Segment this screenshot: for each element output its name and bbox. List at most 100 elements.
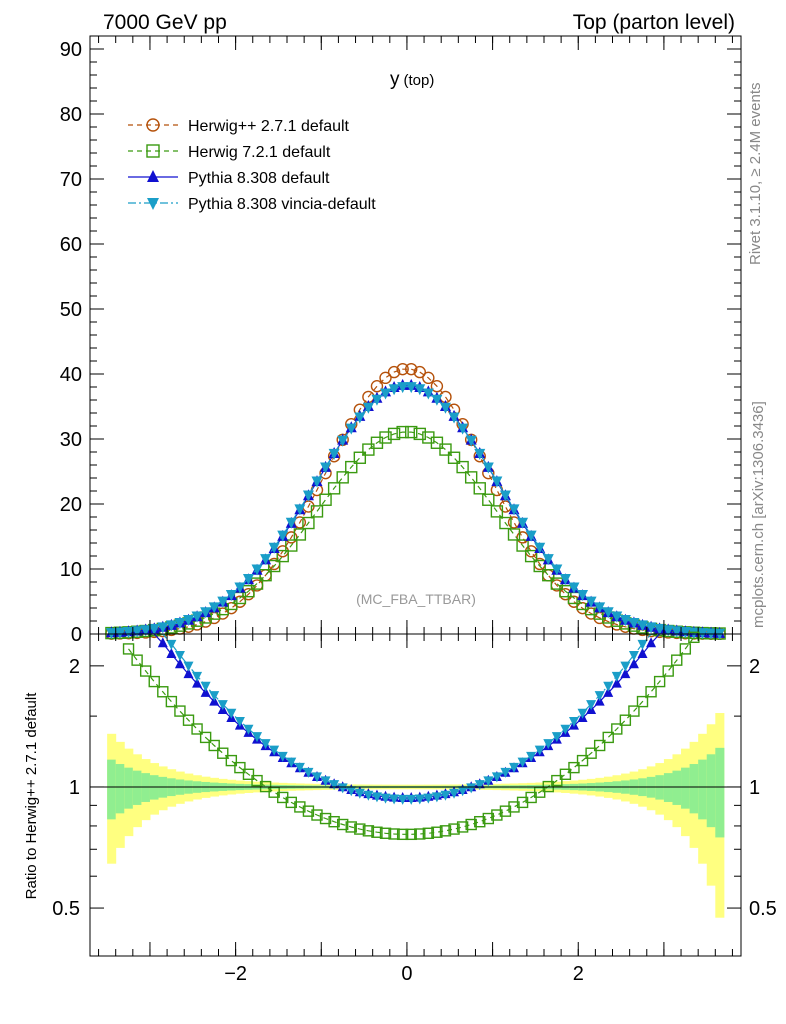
data-point [277,751,288,762]
data-point [353,451,367,464]
data-point [242,768,255,780]
data-point [483,776,494,787]
data-point [259,568,272,582]
data-point [310,505,324,518]
data-point [439,402,451,414]
data-point [611,671,622,682]
data-point [269,745,280,756]
ratio-frame [89,633,742,957]
data-point [387,365,401,379]
ratio-line [128,633,694,799]
data-point [585,747,597,759]
data-point [628,658,639,669]
data-point [200,681,211,692]
data-point [217,700,228,711]
main-ytick-label: 0 [71,624,82,646]
data-point [534,542,546,554]
data-point [234,716,245,727]
data-point [413,365,426,379]
data-point [148,623,160,635]
data-point [337,435,349,447]
legend-label: Herwig++ 2.7.1 default [188,118,350,135]
data-point [620,661,631,672]
data-point [319,812,332,825]
data-point [371,394,383,406]
data-point [148,675,160,688]
data-point [354,412,366,424]
data-point [439,825,452,837]
data-point [473,482,486,495]
data-point [294,801,306,813]
data-point [234,761,246,774]
data-point [319,493,332,506]
data-point [551,774,563,787]
data-point [611,677,622,688]
data-point [165,695,178,708]
data-point [671,654,683,666]
data-point [370,380,384,393]
data-point [679,627,691,639]
data-point [447,451,461,464]
data-point [147,198,159,210]
data-point [679,643,692,655]
data-point [396,362,409,376]
data-point [430,380,444,393]
data-point [336,818,349,831]
data-point [491,772,502,783]
data-point [140,625,152,637]
band-green [132,770,142,805]
data-point [157,637,168,648]
data-point [192,671,203,682]
data-point [560,724,571,735]
data-point [362,825,375,837]
data-point [217,596,229,608]
data-point [183,615,195,627]
data-point [336,471,349,484]
data-point [414,794,425,805]
band-green [715,747,725,838]
main-ytick-label: 40 [60,364,82,386]
data-point [191,611,203,623]
data-point [628,705,640,717]
data-point [302,516,315,530]
data-point [303,767,314,778]
data-point [389,794,400,805]
data-point [585,596,597,608]
rivet-label: Rivet 3.1.10, ≥ 2.4M events [747,83,764,266]
data-point [147,170,159,182]
data-point [594,691,605,702]
ratio-series-1 [122,631,700,841]
data-point [294,762,305,773]
data-point [474,448,486,460]
data-point [251,564,263,576]
data-point [568,582,580,594]
data-point [559,768,572,780]
data-point [474,780,485,791]
data-point [524,549,538,563]
data-point [200,686,211,697]
data-point [603,681,614,692]
plot-title-sub: (top) [404,72,435,89]
data-point [387,427,401,441]
data-point [457,423,469,435]
data-point [568,761,580,774]
data-point [260,739,271,750]
data-point [225,754,238,767]
series-3 [105,382,726,640]
data-point [482,812,495,825]
data-point [157,622,169,634]
band-green [141,773,151,802]
data-point [294,504,306,516]
data-point [464,471,478,484]
main-ytick-label: 50 [60,299,82,321]
data-point [619,615,631,627]
legend-label: Pythia 8.308 default [188,170,330,187]
data-point [405,425,418,439]
main-ytick-label: 90 [60,39,82,61]
data-point [302,805,315,817]
data-point [165,620,177,632]
data-point [551,732,562,743]
data-point [371,826,383,838]
band-green [124,767,134,809]
data-point [423,793,434,804]
